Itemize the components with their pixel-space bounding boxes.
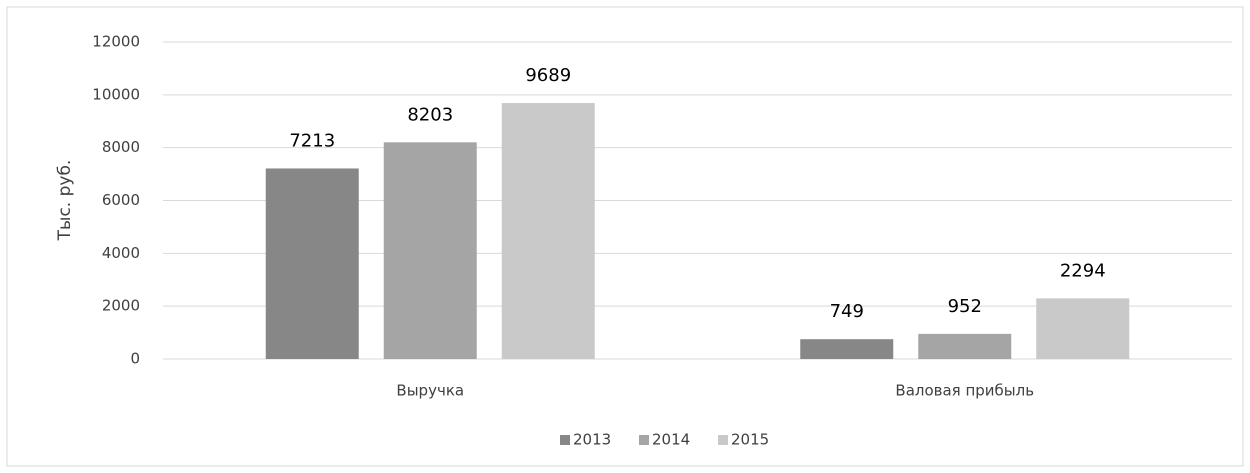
x-tick-label: Валовая прибыль bbox=[895, 382, 1034, 400]
bar bbox=[501, 103, 595, 359]
y-tick-label: 8000 bbox=[102, 138, 140, 156]
data-label: 749 bbox=[830, 301, 864, 322]
y-tick-label: 10000 bbox=[92, 85, 140, 103]
chart-frame bbox=[6, 6, 1244, 467]
y-axis-label: Тыс. руб. bbox=[55, 160, 75, 242]
y-tick-label: 4000 bbox=[102, 244, 140, 262]
x-tick-label: Выручка bbox=[396, 382, 464, 400]
legend-label: 2013 bbox=[573, 431, 611, 449]
data-label: 9689 bbox=[525, 65, 571, 86]
legend-swatch bbox=[560, 435, 570, 445]
data-label: 952 bbox=[948, 296, 982, 317]
data-label: 8203 bbox=[407, 104, 453, 125]
legend-label: 2014 bbox=[652, 431, 690, 449]
bar bbox=[265, 168, 359, 359]
bar bbox=[1036, 298, 1130, 359]
y-tick-label: 12000 bbox=[92, 33, 140, 51]
y-tick-label: 0 bbox=[130, 350, 140, 368]
y-tick-label: 2000 bbox=[102, 297, 140, 315]
legend-swatch bbox=[639, 435, 649, 445]
bar bbox=[800, 339, 894, 359]
y-tick-label: 6000 bbox=[102, 191, 140, 209]
bar bbox=[383, 142, 477, 359]
data-label: 7213 bbox=[289, 130, 335, 151]
legend-label: 2015 bbox=[731, 431, 769, 449]
legend-swatch bbox=[718, 435, 728, 445]
bar bbox=[918, 333, 1012, 359]
data-label: 2294 bbox=[1060, 260, 1106, 281]
